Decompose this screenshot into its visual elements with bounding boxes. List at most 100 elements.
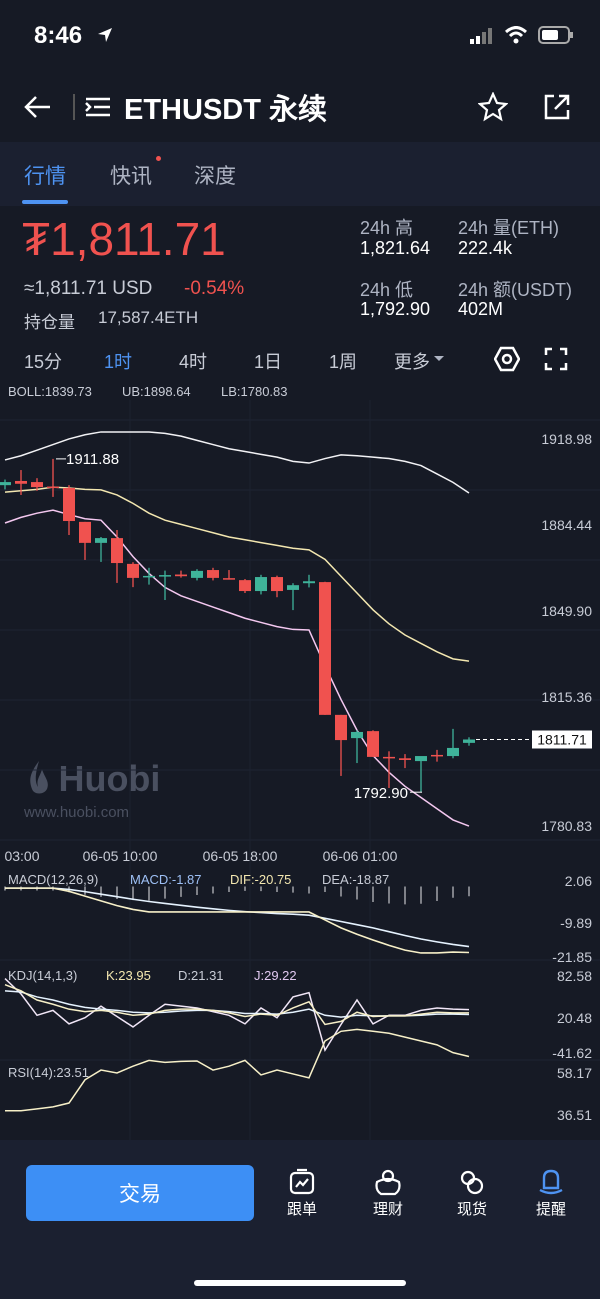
- settings-hexagon-icon[interactable]: [494, 346, 520, 372]
- timeframe-15m[interactable]: 15分: [24, 352, 63, 372]
- stat-label: 24h 高: [360, 218, 414, 238]
- time-axis-label: 06-05 10:00: [83, 848, 158, 864]
- price-axis-label: 1849.90: [541, 603, 592, 619]
- time-axis-label: 03:00: [4, 848, 39, 864]
- open-interest-label: 持仓量: [24, 313, 75, 332]
- candle-body: [351, 731, 363, 739]
- rsi-line: [5, 1028, 470, 1112]
- time-axis-label: 06-05 18:00: [203, 848, 278, 864]
- candle-body: [335, 714, 347, 741]
- candle-body: [223, 578, 235, 580]
- tab-bar: [0, 142, 600, 206]
- stat-value: 1,821.64: [360, 238, 431, 258]
- candle-body: [95, 538, 107, 543]
- macd-label-label: MACD(12,26,9): [8, 872, 98, 887]
- signal-icon: [470, 28, 492, 44]
- nav-finance[interactable]: 理财: [358, 1168, 418, 1219]
- nav-label: 提醒: [535, 1201, 566, 1218]
- kdj-k-line: [4, 983, 470, 1026]
- nav-label: 理财: [372, 1201, 403, 1218]
- nav-label: 跟单: [286, 1201, 317, 1218]
- candle-body: [47, 486, 59, 489]
- candle-body: [383, 756, 395, 759]
- page-title: ETHUSDT 永续: [124, 94, 328, 126]
- last-price: ₮1,811.71: [22, 213, 226, 265]
- macd-dea-label: DEA:-18.87: [322, 872, 389, 887]
- kdj-j-label: J:29.22: [254, 968, 297, 983]
- nav-copy-trade[interactable]: 跟单: [272, 1168, 332, 1219]
- rsi-axis-label: 36.51: [557, 1107, 592, 1123]
- candle-body: [159, 575, 171, 577]
- kdj-axis-label: 20.48: [557, 1010, 592, 1026]
- time-axis-label: 06-06 01:00: [323, 848, 398, 864]
- stat-label: 24h 量(ETH): [458, 218, 560, 238]
- candle-body: [0, 482, 11, 486]
- candle-body: [143, 575, 155, 578]
- candle-body: [15, 480, 27, 484]
- share-icon[interactable]: [542, 92, 572, 122]
- max-price-label: 1911.88: [66, 451, 119, 468]
- candle-body: [63, 487, 75, 522]
- trade-button[interactable]: 交易: [26, 1165, 254, 1221]
- min-price-label: 1792.90: [354, 785, 408, 802]
- battery-icon: [538, 26, 573, 44]
- kdj-label-label: KDJ(14,1,3): [8, 968, 77, 983]
- fullscreen-icon[interactable]: [544, 347, 568, 371]
- tab-news[interactable]: 快讯: [110, 165, 152, 188]
- home-indicator[interactable]: [194, 1280, 406, 1286]
- kline-chart[interactable]: 1918.98 1884.44 1849.90 1815.36 1780.83 1911.…: [0, 400, 600, 1140]
- last-price-tag-label: 1811.71: [537, 731, 587, 747]
- divider: [73, 94, 75, 120]
- macd-axis-label: -9.89: [560, 915, 592, 931]
- candle-body: [399, 758, 411, 760]
- stat-value: 222.4k: [458, 238, 513, 258]
- timeframe-1d[interactable]: 1日: [254, 352, 283, 372]
- candle-body: [319, 582, 331, 715]
- boll-lower-line: [4, 509, 470, 827]
- rsi-axis-label: 58.17: [557, 1065, 592, 1081]
- tab-market[interactable]: 行情: [24, 165, 66, 188]
- tab-depth[interactable]: 深度: [194, 165, 236, 188]
- candle-body: [207, 570, 219, 578]
- active-tab-indicator: [22, 200, 68, 204]
- nav-spot[interactable]: 现货: [442, 1168, 502, 1219]
- candle-body: [255, 577, 267, 592]
- timeframe-more[interactable]: 更多: [394, 352, 430, 372]
- nav-label: 现货: [456, 1201, 487, 1218]
- watermark-url: www.huobi.com: [24, 804, 130, 821]
- menu-icon[interactable]: [84, 96, 112, 118]
- usd-price: ≈1,811.71 USD: [24, 278, 153, 299]
- boll-upper-line: [4, 431, 470, 494]
- status-time: 8:46: [34, 22, 83, 49]
- bell-icon: [539, 1169, 563, 1195]
- star-icon[interactable]: [478, 92, 508, 122]
- candle-body: [415, 756, 427, 762]
- price-axis-label: 1884.44: [541, 517, 592, 533]
- timeframe-1w[interactable]: 1周: [329, 352, 358, 372]
- header: [0, 70, 600, 142]
- timeframe-1h[interactable]: 1时: [104, 352, 133, 372]
- watermark-logo: Huobi: [58, 758, 161, 799]
- stat-label: 24h 额(USDT): [458, 280, 573, 300]
- dif-line: [5, 887, 470, 954]
- stat-value: 402M: [458, 299, 504, 319]
- watermark: Huobi www.huobi.com: [24, 758, 160, 821]
- wifi-icon: [504, 26, 528, 44]
- nav-alerts[interactable]: 提醒: [521, 1168, 581, 1219]
- timeframe-4h[interactable]: 4时: [179, 352, 208, 372]
- kdj-k-label: K:23.95: [106, 968, 151, 983]
- candle-body: [287, 585, 299, 590]
- dea-line: [5, 887, 470, 948]
- candle-body: [447, 747, 459, 757]
- piggy-bank-icon: [375, 1169, 401, 1196]
- ub-label: UB:1898.64: [122, 384, 191, 399]
- lb-label: LB:1780.83: [221, 384, 288, 399]
- candle-body: [127, 563, 139, 578]
- status-bar: 8:46: [0, 0, 600, 70]
- candle-body: [271, 577, 283, 592]
- candle-body: [239, 580, 251, 592]
- candle-body: [191, 570, 203, 578]
- stat-value: 1,792.90: [360, 299, 431, 319]
- price-change: -0.54%: [184, 278, 245, 299]
- back-arrow-icon[interactable]: [22, 94, 52, 120]
